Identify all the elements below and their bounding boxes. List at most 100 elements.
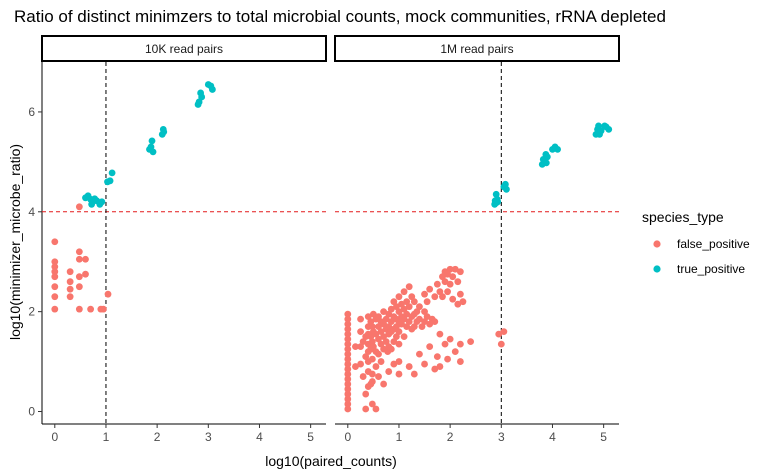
point-false-positive xyxy=(51,273,59,281)
x-tick-label: 2 xyxy=(447,430,454,444)
point-true-positive xyxy=(98,198,106,206)
point-false-positive xyxy=(395,358,403,365)
point-false-positive xyxy=(375,350,382,358)
point-true-positive xyxy=(554,145,561,153)
point-false-positive xyxy=(344,405,352,413)
point-false-positive xyxy=(75,283,83,291)
point-false-positive xyxy=(51,268,59,276)
facet-strip-1 xyxy=(41,35,327,62)
point-false-positive xyxy=(405,318,413,326)
x-tick-label: 0 xyxy=(51,430,58,444)
point-false-positive xyxy=(369,310,377,318)
point-false-positive xyxy=(369,343,377,351)
point-false-positive xyxy=(375,313,382,321)
point-false-positive xyxy=(426,343,434,351)
point-false-positive xyxy=(439,273,446,281)
point-false-positive xyxy=(433,280,441,288)
point-true-positive xyxy=(149,148,157,156)
point-false-positive xyxy=(451,348,459,355)
point-false-positive xyxy=(367,380,375,388)
chart-panels: 10K read pairs 0 1 2 3 4 5 0 2 4 6 1M read pairs 0 1 2… xyxy=(28,35,620,444)
point-false-positive xyxy=(66,293,74,301)
x-tick-label: 4 xyxy=(549,430,556,444)
point-false-positive xyxy=(372,330,380,338)
point-false-positive xyxy=(395,370,403,378)
point-false-positive xyxy=(51,293,59,301)
point-true-positive xyxy=(503,185,510,193)
point-false-positive xyxy=(410,370,418,378)
point-false-positive xyxy=(446,335,454,343)
point-false-positive xyxy=(75,203,83,211)
point-false-positive xyxy=(344,360,352,368)
point-false-positive xyxy=(380,320,388,328)
point-false-positive xyxy=(75,273,83,281)
point-false-positive xyxy=(421,360,428,368)
point-false-positive xyxy=(423,313,431,321)
panel-1: 10K read pairs 0 1 2 3 4 5 0 2 4 6 xyxy=(28,35,327,444)
point-false-positive xyxy=(421,290,428,298)
point-false-positive xyxy=(82,255,89,263)
point-false-positive xyxy=(495,330,503,338)
point-false-positive xyxy=(368,355,376,363)
point-false-positive xyxy=(344,325,352,333)
point-false-positive xyxy=(456,268,464,276)
x-tick-label: 2 xyxy=(154,430,161,444)
point-false-positive xyxy=(344,365,352,373)
point-false-positive xyxy=(51,305,59,313)
point-false-positive xyxy=(100,305,107,313)
point-false-positive xyxy=(400,288,408,296)
point-false-positive xyxy=(441,278,449,286)
point-false-positive xyxy=(344,385,352,393)
point-false-positive xyxy=(421,308,428,316)
point-false-positive xyxy=(359,338,367,346)
point-true-positive xyxy=(209,86,216,93)
point-false-positive xyxy=(426,320,434,328)
point-false-positive xyxy=(87,305,95,313)
point-false-positive xyxy=(66,285,74,293)
point-false-positive xyxy=(344,400,352,408)
point-false-positive xyxy=(403,298,411,306)
point-false-positive xyxy=(400,333,408,341)
y-tick-label: 2 xyxy=(28,305,35,319)
point-false-positive xyxy=(416,315,423,323)
point-false-positive xyxy=(357,360,364,368)
point-false-positive xyxy=(395,308,403,316)
y-axis-label: log10(minimizer_microbe_ratio) xyxy=(7,144,23,340)
point-false-positive xyxy=(416,350,423,358)
point-false-positive xyxy=(444,288,451,296)
point-false-positive xyxy=(66,268,74,276)
point-false-positive xyxy=(497,340,505,348)
point-false-positive xyxy=(352,363,359,370)
facet-strip-2 xyxy=(334,35,620,62)
point-false-positive xyxy=(418,323,426,331)
point-false-positive xyxy=(393,303,400,311)
x-tick-label: 1 xyxy=(396,430,403,444)
panel-2: 1M read pairs 0 1 2 3 4 5 xyxy=(334,35,620,444)
legend-swatch-true-positive xyxy=(653,265,661,273)
point-false-positive xyxy=(459,298,467,306)
point-false-positive xyxy=(372,405,380,413)
x-tick-label: 5 xyxy=(600,430,607,444)
legend-swatch-false-positive xyxy=(653,240,661,248)
point-false-positive xyxy=(362,405,370,413)
point-false-positive xyxy=(51,238,59,246)
point-false-positive xyxy=(385,323,393,331)
point-false-positive xyxy=(357,315,364,323)
point-false-positive xyxy=(344,395,352,403)
point-false-positive xyxy=(456,340,464,348)
x-tick-label: 5 xyxy=(307,430,314,444)
point-true-positive xyxy=(195,98,203,106)
x-tick-label: 4 xyxy=(256,430,263,444)
y-tick-label: 0 xyxy=(28,405,35,419)
x-tick-label: 3 xyxy=(498,430,505,444)
point-false-positive xyxy=(410,298,418,306)
point-false-positive xyxy=(431,318,439,326)
point-false-positive xyxy=(395,340,403,348)
point-false-positive xyxy=(377,358,385,365)
point-false-positive xyxy=(436,288,444,296)
point-false-positive xyxy=(405,303,413,311)
point-true-positive xyxy=(108,169,116,177)
point-false-positive xyxy=(403,310,411,318)
point-false-positive xyxy=(405,283,413,291)
